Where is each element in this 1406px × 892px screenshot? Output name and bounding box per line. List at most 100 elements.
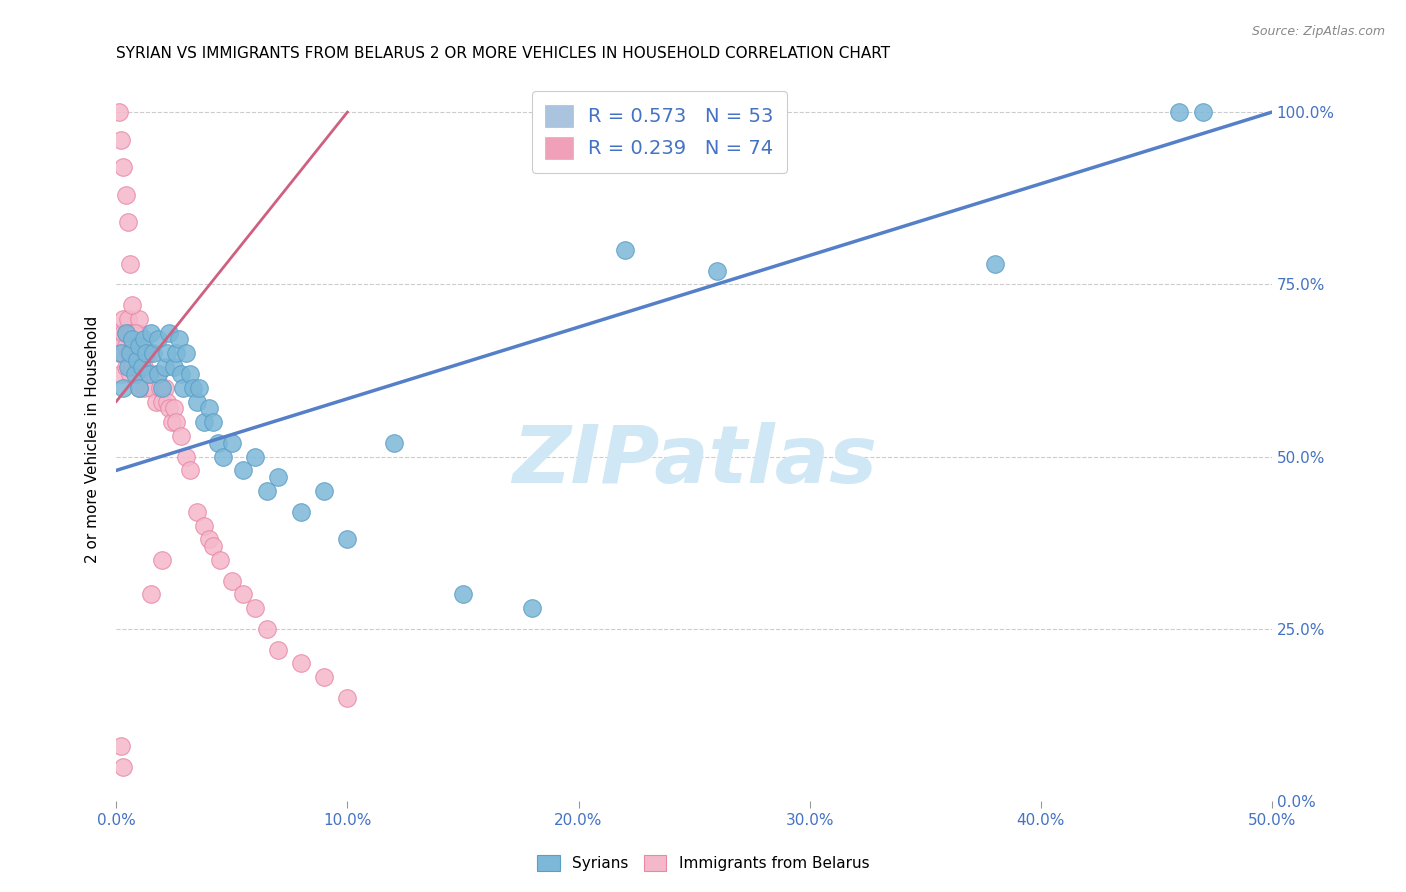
Point xyxy=(163,401,186,416)
Point xyxy=(131,359,153,374)
Point xyxy=(170,429,193,443)
Point xyxy=(243,450,266,464)
Point xyxy=(613,243,636,257)
Point xyxy=(174,450,197,464)
Point xyxy=(451,587,474,601)
Point xyxy=(156,346,179,360)
Point xyxy=(107,326,129,340)
Point xyxy=(132,381,155,395)
Point xyxy=(160,415,183,429)
Point xyxy=(139,587,162,601)
Point xyxy=(112,381,135,395)
Point xyxy=(146,367,169,381)
Text: Source: ZipAtlas.com: Source: ZipAtlas.com xyxy=(1251,25,1385,38)
Point xyxy=(522,601,544,615)
Point xyxy=(181,381,204,395)
Point xyxy=(120,257,142,271)
Point xyxy=(120,346,142,360)
Point xyxy=(221,435,243,450)
Point xyxy=(121,326,143,340)
Point xyxy=(153,359,176,374)
Point xyxy=(1168,105,1191,120)
Point xyxy=(132,359,155,374)
Point xyxy=(107,105,129,120)
Point xyxy=(202,415,225,429)
Point xyxy=(152,381,174,395)
Point xyxy=(121,359,143,374)
Point xyxy=(128,381,150,395)
Point xyxy=(128,339,150,353)
Point xyxy=(197,533,219,547)
Point xyxy=(125,359,148,374)
Point xyxy=(110,739,132,753)
Point xyxy=(382,435,405,450)
Text: SYRIAN VS IMMIGRANTS FROM BELARUS 2 OR MORE VEHICLES IN HOUSEHOLD CORRELATION CH: SYRIAN VS IMMIGRANTS FROM BELARUS 2 OR M… xyxy=(117,46,890,62)
Point xyxy=(336,690,359,705)
Point xyxy=(152,553,174,567)
Point xyxy=(186,505,208,519)
Point xyxy=(165,346,187,360)
Point xyxy=(314,484,336,499)
Point xyxy=(159,401,181,416)
Legend: R = 0.573   N = 53, R = 0.239   N = 74: R = 0.573 N = 53, R = 0.239 N = 74 xyxy=(531,91,787,173)
Point xyxy=(117,359,139,374)
Point xyxy=(290,657,312,671)
Point xyxy=(193,518,215,533)
Point xyxy=(117,326,139,340)
Point xyxy=(131,339,153,353)
Point xyxy=(114,326,136,340)
Point xyxy=(138,346,160,360)
Point xyxy=(159,326,181,340)
Point xyxy=(267,470,290,484)
Point xyxy=(142,346,165,360)
Point xyxy=(232,587,254,601)
Point xyxy=(120,346,142,360)
Point xyxy=(211,450,233,464)
Point xyxy=(232,463,254,477)
Point xyxy=(107,346,129,360)
Point xyxy=(135,346,157,360)
Point xyxy=(165,415,187,429)
Point xyxy=(110,133,132,147)
Point xyxy=(117,311,139,326)
Point xyxy=(145,394,167,409)
Point xyxy=(135,367,157,381)
Point xyxy=(138,367,160,381)
Point xyxy=(149,381,172,395)
Point xyxy=(193,415,215,429)
Point xyxy=(110,367,132,381)
Point xyxy=(114,339,136,353)
Point xyxy=(125,353,148,368)
Point xyxy=(125,339,148,353)
Point xyxy=(170,367,193,381)
Text: ZIPatlas: ZIPatlas xyxy=(512,422,876,500)
Point xyxy=(167,333,190,347)
Point xyxy=(163,359,186,374)
Point xyxy=(179,367,201,381)
Point xyxy=(174,346,197,360)
Point xyxy=(1191,105,1213,120)
Point xyxy=(172,381,194,395)
Point xyxy=(132,333,155,347)
Point xyxy=(110,339,132,353)
Point xyxy=(120,326,142,340)
Point xyxy=(125,353,148,368)
Point xyxy=(983,257,1005,271)
Point xyxy=(146,333,169,347)
Point xyxy=(142,367,165,381)
Point xyxy=(186,394,208,409)
Point xyxy=(314,670,336,684)
Point xyxy=(207,435,229,450)
Point xyxy=(128,381,150,395)
Point xyxy=(117,346,139,360)
Point xyxy=(110,346,132,360)
Point xyxy=(156,394,179,409)
Point xyxy=(188,381,211,395)
Point xyxy=(267,642,290,657)
Point xyxy=(112,760,135,774)
Point xyxy=(139,381,162,395)
Point xyxy=(152,394,174,409)
Point xyxy=(128,346,150,360)
Point xyxy=(124,367,146,381)
Point xyxy=(209,553,232,567)
